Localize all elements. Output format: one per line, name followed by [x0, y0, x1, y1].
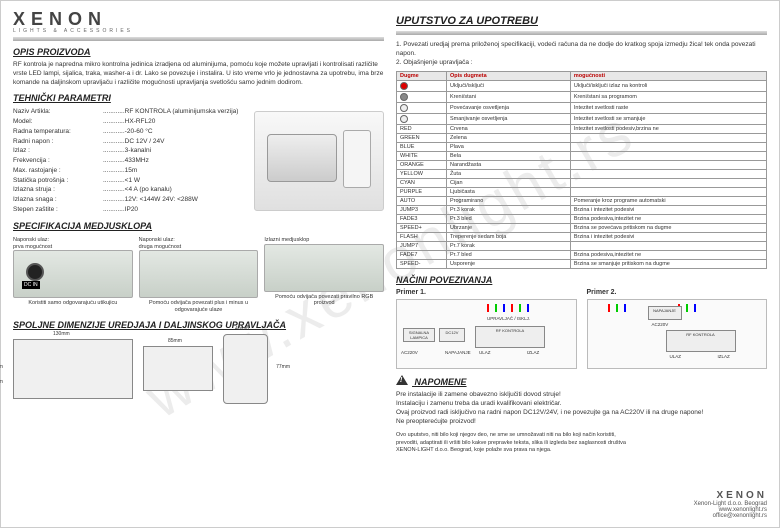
- table-row: CYANCijan: [397, 179, 767, 188]
- product-photo: [254, 111, 384, 211]
- dim-title: SPOLJNE DIMENZIJE UREDJAJA I DALJINSKOG …: [13, 320, 384, 330]
- diag-sig: SIGNALNA LAMPICA: [403, 328, 435, 342]
- diag-ac: AC220V: [401, 350, 418, 355]
- table-row: REDCrvenaIntezitet svetlosti podesiv,brz…: [397, 125, 767, 134]
- logo-block: XENON LIGHTS & ACCESSORIES: [13, 9, 384, 34]
- dim-controller-side: [143, 346, 213, 391]
- param-row: Izlazna snaga : ............ 12V: <144W …: [13, 195, 248, 205]
- dim-d1: 30mm: [0, 379, 3, 385]
- table-row: SPEED+UbrzanjeBrzina se povećava pritisk…: [397, 224, 767, 233]
- legal-text: Ovo uputstvo, niti bilo koji njegov deo,…: [396, 432, 636, 454]
- table-header: mogućnosti: [570, 72, 766, 81]
- param-row: Frekvencija : ............ 433MHz: [13, 156, 248, 166]
- footer-email: office@xenonlight.rs: [694, 513, 767, 519]
- diag2-nap: NAPAJANJE: [648, 306, 682, 320]
- table-row: YELLOWŽuta: [397, 170, 767, 179]
- table-row: FADE7Pr.7 bledBrzina podesiva,intezitet …: [397, 251, 767, 260]
- dim-controller: [13, 339, 133, 399]
- primer1-title: Primer 1.: [396, 289, 577, 296]
- table-header: Dugme: [397, 72, 447, 81]
- diag2-iz: IZLAZ: [718, 354, 730, 359]
- diag-up: UPRAVLJAČ / ISKLJ.: [487, 316, 530, 321]
- dim-w2: 85mm: [168, 338, 182, 344]
- param-row: Max. rastojanje : ............ 15m: [13, 166, 248, 176]
- spec-item: Naponski ulaz: prva mogućnostKoristiti s…: [13, 235, 133, 313]
- param-row: Izlazna struja : ............ <4 A (po k…: [13, 185, 248, 195]
- dim-wr: 40mm: [235, 326, 249, 332]
- dim-remote: [223, 334, 268, 404]
- page: XENON LIGHTS & ACCESSORIES OPIS PROIZVOD…: [1, 1, 779, 467]
- napomene-text: Pre instalacije ili zamene obavezno iskl…: [396, 391, 767, 426]
- table-row: BLUEPlava: [397, 143, 767, 152]
- dim-hr: 77mm: [276, 364, 290, 370]
- napomene-label: NAPOMENE: [415, 377, 467, 387]
- tehnicki-title: TEHNIČKI PARAMETRI: [13, 93, 384, 103]
- table-row: JUMP7Pr.7 korak: [397, 242, 767, 251]
- diag-nap: NAPAJANJE: [445, 350, 471, 355]
- dim-h1: 64mm: [0, 364, 3, 370]
- table-row: AUTOProgramiranoPomeranje kroz programe …: [397, 197, 767, 206]
- remote-icon: [343, 130, 371, 188]
- primer-row: Primer 1. SIGNALNA LAMPICA DC12V RF KONT…: [396, 289, 767, 369]
- spec-item: Naponski ulaz: druga mogućnostPomoću odv…: [139, 235, 259, 313]
- function-table: DugmeOpis dugmetamogućnosti Uključi/iskl…: [396, 71, 767, 269]
- diag-ul: ULAZ: [479, 350, 491, 355]
- warning-icon: [396, 375, 408, 385]
- opis-text: RF kontrola je napredna mikro kontrolna …: [13, 61, 384, 87]
- table-row: ORANGENarandžasta: [397, 161, 767, 170]
- diag-rf: RF KONTROLA: [475, 326, 545, 348]
- divider: [396, 31, 767, 35]
- diagram-2: NAPAJANJE RF KONTROLA AC220V ULAZ IZLAZ: [587, 299, 768, 369]
- primer2-title: Primer 2.: [587, 289, 768, 296]
- dim-w1: 130mm: [53, 331, 70, 337]
- uputstvo-title: UPUTSTVO ZA UPOTREBU: [396, 15, 767, 27]
- table-row: PURPLELjubičasta: [397, 188, 767, 197]
- table-row: WHITEBela: [397, 152, 767, 161]
- param-row: Statička potrošnja : ............ <1 W: [13, 176, 248, 186]
- table-row: Kreni/staniKreni/stani sa programom: [397, 92, 767, 103]
- table-row: Smanjivanje osvetljenjaIntezitet svetlos…: [397, 114, 767, 125]
- divider: [13, 37, 384, 41]
- diag-dc: DC12V: [439, 328, 465, 342]
- params-list: Naziv Artikla: ............ RF KONTROLA …: [13, 107, 248, 215]
- right-column: UPUTSTVO ZA UPOTREBU 1. Povezati uredjaj…: [396, 9, 767, 459]
- primer-2: Primer 2. NAPAJANJE RF KONTROLA AC220V U…: [587, 289, 768, 369]
- param-row: Model: ............ HX-RFL20: [13, 117, 248, 127]
- spec-title: SPECIFIKACIJA MEDJUSKLOPA: [13, 221, 384, 231]
- napomene-title: NAPOMENE: [396, 375, 767, 387]
- table-row: Uključi/isključiUključi/isključi izlaz n…: [397, 81, 767, 92]
- diag2-rf: RF KONTROLA: [666, 330, 736, 352]
- dimensions-row: 130mm 64mm 30mm 85mm 52mm 40mm 77mm: [13, 334, 384, 404]
- param-row: Naziv Artikla: ............ RF KONTROLA …: [13, 107, 248, 117]
- table-row: Povećavanje osvetljenjaIntezitet svetlos…: [397, 103, 767, 114]
- left-column: XENON LIGHTS & ACCESSORIES OPIS PROIZVOD…: [13, 9, 384, 459]
- table-row: FADE3Pr.3 bledBrzina podesiva,intezitet …: [397, 215, 767, 224]
- diagram-1: SIGNALNA LAMPICA DC12V RF KONTROLA AC220…: [396, 299, 577, 369]
- diag-iz: IZLAZ: [527, 350, 539, 355]
- table-row: GREENZelena: [397, 134, 767, 143]
- table-header: Opis dugmeta: [447, 72, 571, 81]
- nacini-title: NAČINI POVEZIVANJA: [396, 275, 767, 285]
- param-row: Izlaz : ............ 3-kanalni: [13, 146, 248, 156]
- param-row: Radna temperatura: ............ -20-60 °…: [13, 127, 248, 137]
- table-row: JUMP3Pr.3 korakBrzina i intezitet podesi…: [397, 206, 767, 215]
- diag2-ac: AC220V: [652, 322, 669, 327]
- footer-logo: XENON: [694, 490, 767, 501]
- primer-1: Primer 1. SIGNALNA LAMPICA DC12V RF KONT…: [396, 289, 577, 369]
- opis-title: OPIS PROIZVODA: [13, 47, 384, 57]
- table-row: SPEED-UsporenjeBrzina se smanjuje pritis…: [397, 260, 767, 269]
- spec-item: Izlazni medjusklopPomoću odvijača poveza…: [264, 235, 384, 313]
- param-row: Radni napon : ............ DC 12V / 24V: [13, 137, 248, 147]
- diag2-ul: ULAZ: [670, 354, 682, 359]
- uputstvo-steps: 1. Povezati uredjaj prema priloženoj spe…: [396, 41, 767, 67]
- table-row: FLASHTreperenje sedam bojaBrzina i intez…: [397, 233, 767, 242]
- spec-row: Naponski ulaz: prva mogućnostKoristiti s…: [13, 235, 384, 313]
- footer: XENON Xenon-Light d.o.o. Beograd www.xen…: [694, 490, 767, 519]
- controller-icon: [267, 134, 337, 182]
- brand-tagline: LIGHTS & ACCESSORIES: [13, 28, 384, 34]
- param-row: Stepen zaštite : ............ IP20: [13, 205, 248, 215]
- brand-logo: XENON: [13, 9, 384, 30]
